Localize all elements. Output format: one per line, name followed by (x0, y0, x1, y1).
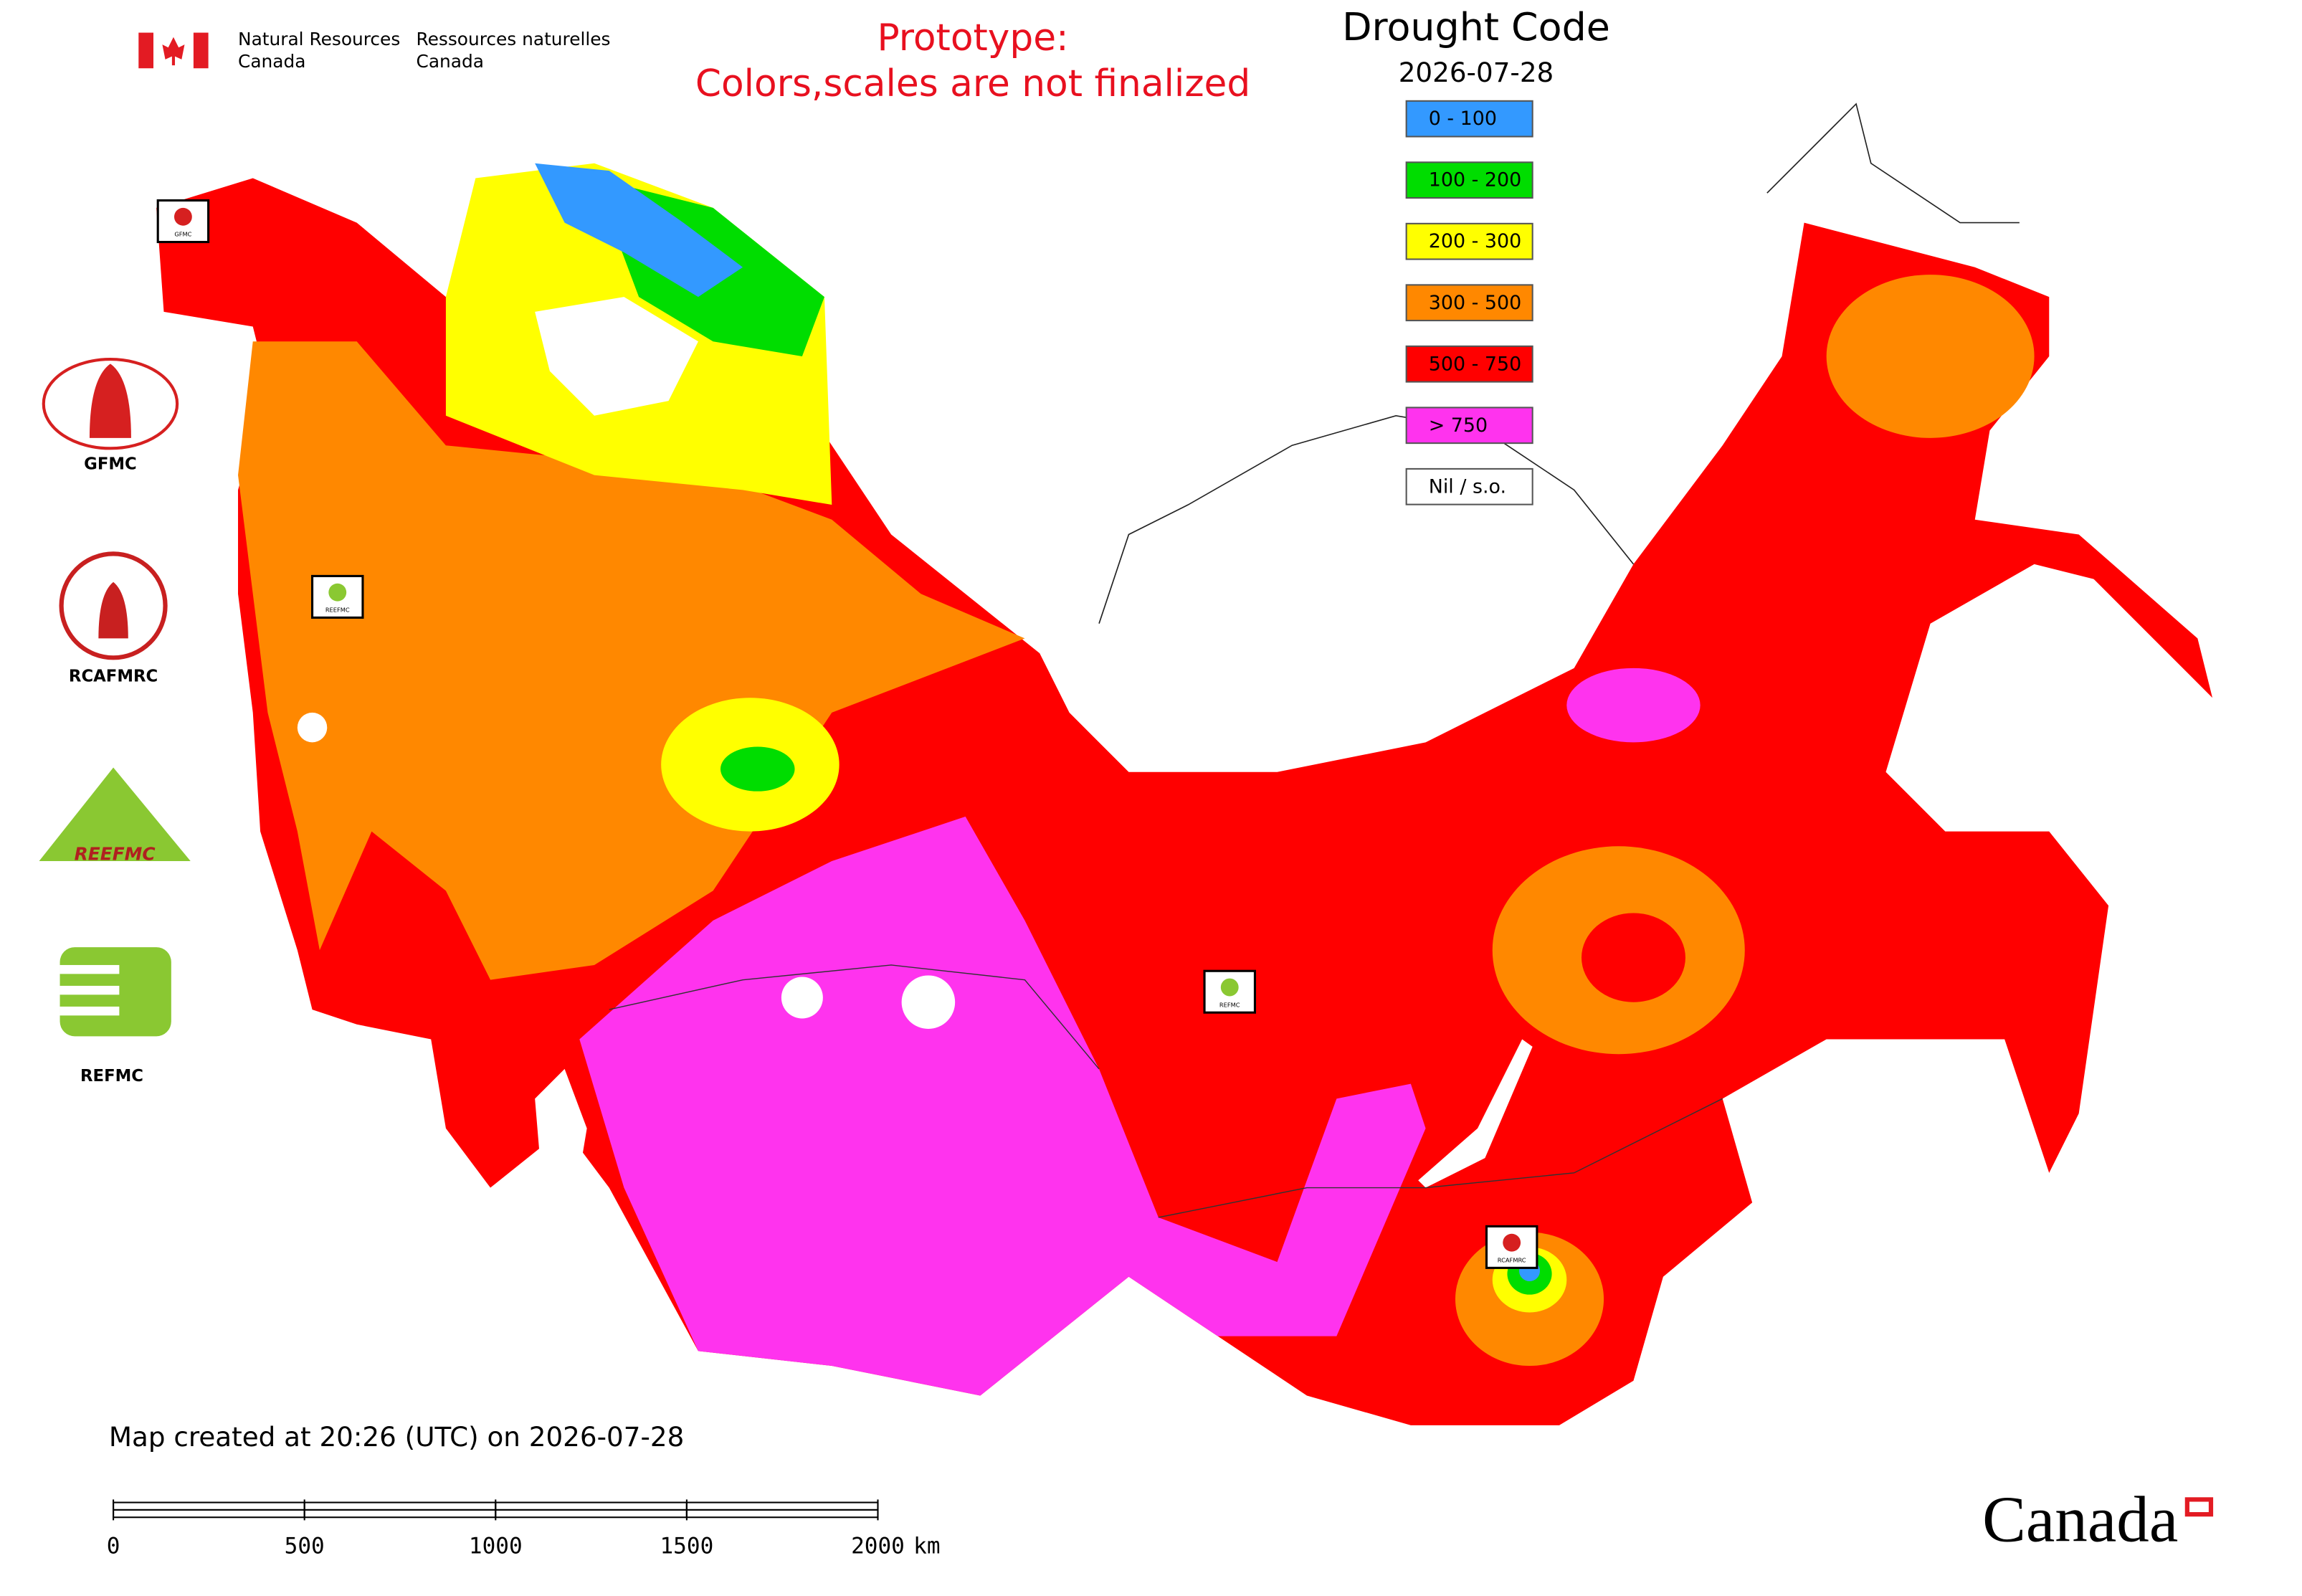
scale-bar: 0 500 1000 1500 2000 km (107, 1499, 941, 1559)
legend-swatch (1405, 467, 1533, 505)
map-markers: GFMC REEFMC REFMC RCAFMRC (156, 199, 1538, 1269)
gfmc-flame (89, 364, 131, 438)
marker-icon (173, 207, 192, 226)
agency-en: Canada (238, 51, 305, 72)
scale-segment (685, 1501, 879, 1511)
legend-label: 200 - 300 (1429, 230, 1522, 252)
legend-label: 0 - 100 (1429, 108, 1497, 130)
refmc-stripe (60, 1006, 120, 1016)
scale-label: 1500 (660, 1534, 713, 1559)
agency-fr: Canada (417, 51, 484, 72)
legend-swatch (1405, 284, 1533, 322)
canada-wordmark: Canada (1982, 1483, 2178, 1556)
marker-icon (328, 583, 347, 602)
legend-title: Drought Code (1342, 4, 1610, 49)
rcafmrc-flame (98, 581, 128, 639)
nil-area (297, 712, 328, 743)
scale-label: 500 (285, 1534, 325, 1559)
legend-label: 300 - 500 (1429, 292, 1522, 314)
scale-segment (113, 1509, 305, 1519)
wordmark-flag (2184, 1497, 2214, 1517)
scale-segment (685, 1509, 879, 1519)
legend-label: > 750 (1429, 414, 1488, 437)
flag-bar (138, 32, 153, 69)
logo-label: REFMC (80, 1067, 143, 1086)
nil-area (901, 975, 956, 1029)
scale-segment (113, 1501, 305, 1511)
nil-area (781, 977, 823, 1019)
drought-map (156, 103, 2213, 1425)
marker-label: GFMC (174, 231, 191, 238)
logos: GFMC RCAFMRC REEFMC REFMC (39, 358, 191, 1086)
reefmc-text: REEFMC (75, 844, 156, 865)
region-east-orange (1826, 275, 2035, 438)
reefmc-logo (39, 767, 191, 862)
caspian (535, 1068, 587, 1217)
agency-fr: Ressources naturelles (417, 29, 611, 49)
notice: Colors,scales are not finalized (695, 62, 1250, 105)
maple-leaf (162, 37, 185, 66)
region-north-blue (535, 163, 743, 298)
scale-segment (495, 1509, 688, 1519)
region-central-asia (579, 816, 1426, 1396)
legend-date: 2026-07-28 (1399, 57, 1554, 88)
region-yakutia-pink (1566, 668, 1701, 743)
region-west (238, 341, 1025, 980)
notice: Prototype: (877, 16, 1068, 60)
marker-label: REEFMC (325, 607, 350, 614)
refmc-stripe (60, 985, 120, 995)
marker-label: RCAFMRC (1498, 1257, 1526, 1264)
scale-label: 1000 (469, 1534, 523, 1559)
marker-label: REFMC (1219, 1001, 1240, 1008)
scale-label: 0 (107, 1534, 120, 1559)
scale-label: 2000 (851, 1534, 905, 1559)
region-green-blob (720, 746, 795, 792)
legend-swatch (1405, 161, 1533, 199)
header: Natural Resources Canada Ressources natu… (138, 16, 1250, 105)
marker-icon (1503, 1233, 1521, 1252)
border (1158, 1098, 1723, 1218)
legend-label: 500 - 750 (1429, 353, 1522, 375)
lake-baikal (1418, 1039, 1533, 1188)
logo-label: RCAFMRC (69, 668, 158, 686)
legend-label: 100 - 200 (1429, 169, 1522, 191)
refmc-stripe (60, 964, 120, 974)
legend-swatch (1405, 345, 1533, 383)
flag-bar (193, 32, 209, 69)
scale-segment (303, 1509, 497, 1519)
marker-icon (1220, 978, 1239, 997)
legend-label: Nil / s.o. (1429, 475, 1506, 498)
border (609, 964, 1100, 1070)
legend: Drought Code 2026-07-28 0 - 100 100 - 200… (1342, 4, 1610, 505)
legend-swatch (1405, 100, 1533, 138)
legend-swatch (1405, 407, 1533, 445)
scale-segment (303, 1501, 497, 1511)
coastline (1098, 414, 1635, 624)
legend-swatch (1405, 222, 1533, 260)
scale-unit: km (913, 1534, 940, 1559)
logo-label: GFMC (84, 455, 137, 474)
scale-segment (495, 1501, 688, 1511)
coastline (1766, 103, 2020, 224)
agency-en: Natural Resources (238, 29, 400, 49)
white-sea (535, 297, 698, 416)
created-note: Map created at 20:26 (UTC) on 2026-07-28 (109, 1421, 684, 1453)
region-baikal-red (1582, 913, 1685, 1002)
